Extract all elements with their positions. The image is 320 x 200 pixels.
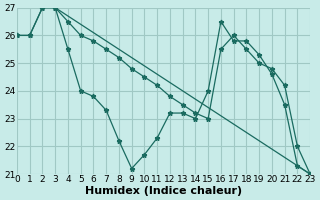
X-axis label: Humidex (Indice chaleur): Humidex (Indice chaleur) (85, 186, 242, 196)
